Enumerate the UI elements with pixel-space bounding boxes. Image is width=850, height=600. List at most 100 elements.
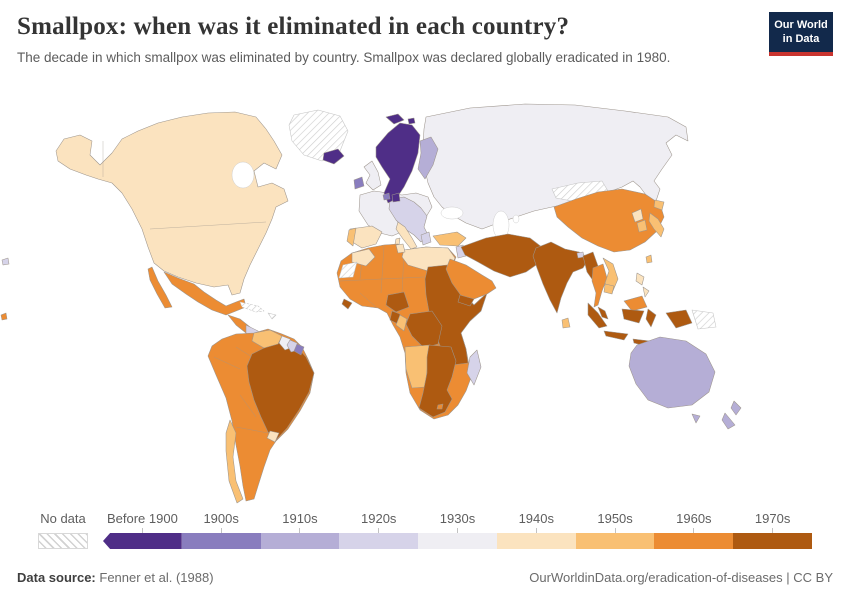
footer-credit[interactable]: OurWorldinData.org/eradication-of-diseas… xyxy=(529,570,833,585)
legend-bin-label: 1920s xyxy=(361,511,397,526)
sa-borders xyxy=(213,346,269,434)
map-region-australia[interactable] xyxy=(628,336,716,409)
map-region-cambodia[interactable] xyxy=(603,283,615,295)
map-region-borneo-malaysia[interactable] xyxy=(623,295,648,312)
map-region-finland[interactable] xyxy=(417,136,439,180)
map-region-iceland[interactable] xyxy=(322,148,345,165)
black-sea xyxy=(440,206,464,220)
map-region-iran-block[interactable] xyxy=(460,233,544,278)
legend-bin-1910s[interactable]: 1910s xyxy=(260,511,340,549)
world-map xyxy=(0,103,742,504)
legend-tick xyxy=(693,528,695,533)
map-region-nigeria[interactable] xyxy=(385,291,410,313)
map-region-north-america[interactable] xyxy=(55,111,289,296)
legend-bin-swatch xyxy=(260,533,340,549)
legend-bin-label: 1970s xyxy=(754,511,791,526)
map-region-turkey[interactable] xyxy=(432,231,467,247)
hudson-bay xyxy=(231,161,255,189)
legend-bin-1900s[interactable]: 1900s xyxy=(181,511,261,549)
map-region-pacific-speck[interactable] xyxy=(1,257,10,266)
legend-bin-swatch xyxy=(575,533,655,549)
map-region-netherlands[interactable] xyxy=(382,192,391,201)
map-region-southern-africa[interactable] xyxy=(418,344,457,418)
map-region-philippines-north[interactable] xyxy=(635,272,645,286)
map-region-portugal[interactable] xyxy=(346,227,357,247)
map-region-kalimantan[interactable] xyxy=(621,308,645,324)
legend-bin-swatch xyxy=(496,533,576,549)
map-region-ireland[interactable] xyxy=(353,176,365,190)
header: Smallpox: when was it eliminated in each… xyxy=(17,12,833,67)
map-region-yemen[interactable] xyxy=(457,294,475,307)
map-region-pacific-speck2[interactable] xyxy=(0,312,8,321)
map-region-scandinavia[interactable] xyxy=(375,122,421,204)
map-region-tasmania[interactable] xyxy=(691,413,701,424)
map-region-north-korea[interactable] xyxy=(631,208,644,223)
legend-bin-before-1900[interactable]: Before 1900 xyxy=(103,511,182,549)
map-region-hispaniola[interactable] xyxy=(267,312,277,320)
map-region-svalbard-east[interactable] xyxy=(407,117,416,125)
map-region-sierra-leone[interactable] xyxy=(341,298,353,310)
legend-tick xyxy=(772,528,774,533)
map-region-cuba[interactable] xyxy=(239,301,265,313)
legend-bin-1920s[interactable]: 1920s xyxy=(339,511,419,549)
map-region-baja[interactable] xyxy=(147,266,173,309)
legend-bin-swatch xyxy=(733,533,813,549)
us-canada-border xyxy=(149,221,267,230)
map-region-svalbard[interactable] xyxy=(385,113,405,125)
map-region-thailand[interactable] xyxy=(591,263,608,308)
map-region-lesotho[interactable] xyxy=(436,403,444,410)
map-region-denmark[interactable] xyxy=(391,192,401,203)
map-region-uk[interactable] xyxy=(363,160,382,191)
data-source-value[interactable]: Fenner et al. (1988) xyxy=(99,570,214,585)
aral-sea xyxy=(512,214,520,224)
legend-bin-1970s[interactable]: 1970s xyxy=(733,511,813,549)
map-region-soviet-union[interactable] xyxy=(422,103,689,230)
map-region-india[interactable] xyxy=(532,241,590,314)
map-region-china[interactable] xyxy=(553,188,665,253)
data-source: Data source: Fenner et al. (1988) xyxy=(17,570,214,585)
legend: No data Before 1900 1900s 1910s 1920s 1930s 1… xyxy=(38,511,813,549)
legend-bin-1960s[interactable]: 1960s xyxy=(654,511,734,549)
map-region-morocco[interactable] xyxy=(351,248,376,267)
legend-bin-1930s[interactable]: 1930s xyxy=(418,511,497,549)
map-region-java[interactable] xyxy=(603,330,629,341)
map-region-sri-lanka[interactable] xyxy=(561,317,571,329)
map-region-taiwan[interactable] xyxy=(645,254,653,264)
legend-bin-label: 1910s xyxy=(282,511,318,526)
map-region-greece[interactable] xyxy=(420,231,432,246)
map-region-malaysia[interactable] xyxy=(597,306,609,320)
map-region-italy[interactable] xyxy=(395,221,418,250)
map-region-sumatra[interactable] xyxy=(587,302,608,329)
legend-bin-1950s[interactable]: 1950s xyxy=(575,511,655,549)
map-region-french-guiana[interactable] xyxy=(293,343,305,356)
map-region-chile[interactable] xyxy=(225,419,244,504)
legend-tick xyxy=(614,528,616,533)
page-title: Smallpox: when was it eliminated in each… xyxy=(17,13,570,40)
footer: Data source: Fenner et al. (1988) OurWor… xyxy=(17,570,833,585)
map-region-new-zealand-south[interactable] xyxy=(721,412,736,430)
legend-bin-swatch xyxy=(181,533,261,549)
map-region-saudi-arabia[interactable] xyxy=(445,258,497,300)
legend-no-data[interactable]: No data xyxy=(38,511,88,549)
map-region-japan-honshu[interactable] xyxy=(648,212,665,238)
map-region-venezuela[interactable] xyxy=(251,329,283,349)
map-region-new-zealand-north[interactable] xyxy=(730,400,742,416)
map-region-west-papua[interactable] xyxy=(665,309,693,329)
map-region-congo[interactable] xyxy=(395,314,408,332)
legend-tick xyxy=(141,528,143,533)
map-region-uruguay[interactable] xyxy=(266,430,280,443)
legend-tick xyxy=(535,528,537,533)
owid-logo[interactable]: Our World in Data xyxy=(769,12,833,56)
map-region-western-sahara[interactable] xyxy=(338,261,358,279)
map-region-tunisia[interactable] xyxy=(395,243,406,254)
legend-bin-1940s[interactable]: 1940s xyxy=(496,511,576,549)
map-region-png[interactable] xyxy=(691,309,717,330)
map-region-sulawesi[interactable] xyxy=(645,308,657,328)
map-region-madagascar[interactable] xyxy=(466,349,482,386)
map-region-south-korea[interactable] xyxy=(636,219,648,233)
map-region-bhutan[interactable] xyxy=(576,251,585,259)
map-region-japan-hokkaido[interactable] xyxy=(653,199,665,211)
legend-no-data-label: No data xyxy=(40,511,86,526)
map-region-philippines-south[interactable] xyxy=(642,286,650,298)
